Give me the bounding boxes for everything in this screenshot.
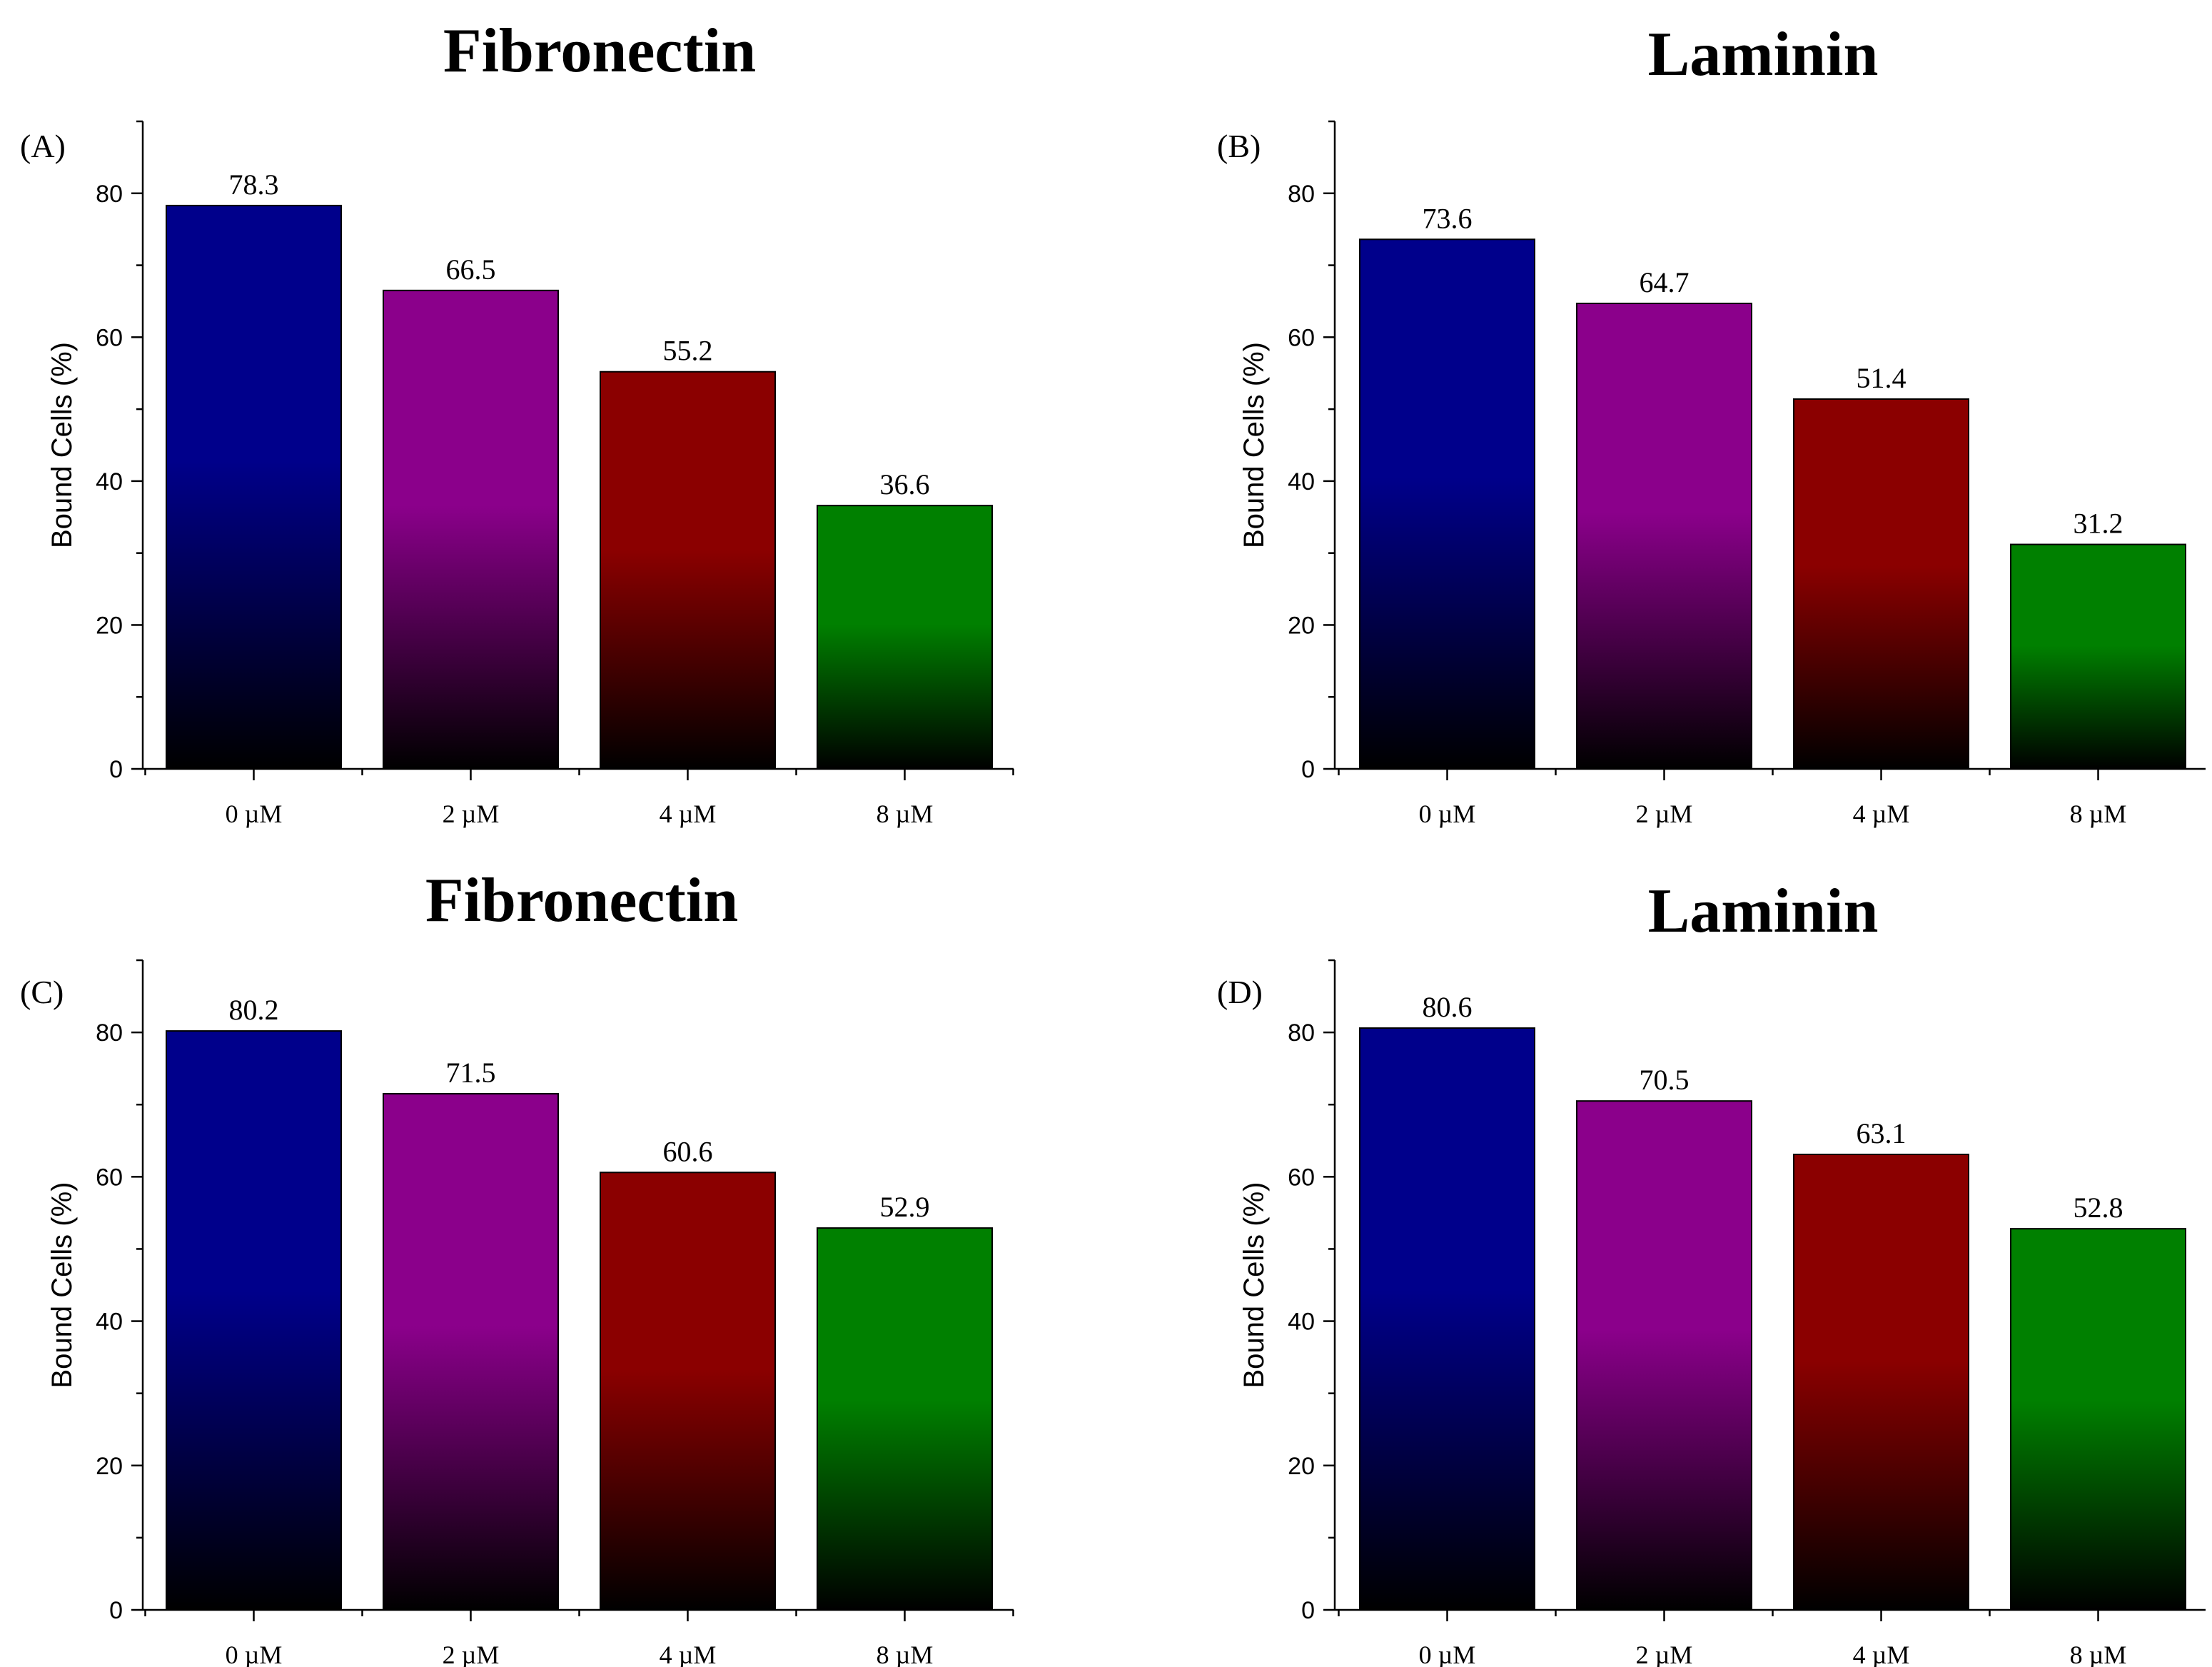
y-tick-label: 0 <box>109 1597 123 1624</box>
y-tick-label: 0 <box>109 756 123 783</box>
data-label: 55.2 <box>663 335 713 367</box>
y-tick-label: 40 <box>96 1309 123 1336</box>
y-tick-label: 60 <box>96 1164 123 1191</box>
chart-title: Laminin <box>1648 20 1879 89</box>
y-tick-label: 60 <box>1288 1164 1315 1191</box>
x-tick-label: 4 µM <box>660 800 717 828</box>
x-tick-label: 4 µM <box>660 1641 717 1667</box>
x-tick-label: 2 µM <box>443 1641 500 1667</box>
bar <box>1576 302 1752 770</box>
data-label: 80.6 <box>1423 991 1473 1023</box>
y-tick-label: 80 <box>1288 1019 1315 1047</box>
data-label: 71.5 <box>446 1057 496 1089</box>
y-tick-label: 40 <box>96 468 123 495</box>
y-axis-label: Bound Cells (%) <box>46 1182 78 1388</box>
panel-label: (B) <box>1217 128 1261 164</box>
chart-title: Fibronectin <box>443 16 756 86</box>
x-tick-label: 0 µM <box>1419 800 1476 828</box>
chart-title: Laminin <box>1648 877 1879 946</box>
x-tick-label: 8 µM <box>2070 1641 2127 1667</box>
data-label: 73.6 <box>1423 202 1473 234</box>
x-tick-label: 2 µM <box>443 800 500 828</box>
panel-label: (D) <box>1217 974 1263 1010</box>
y-axis-label: Bound Cells (%) <box>1238 1182 1270 1388</box>
bar <box>383 289 559 770</box>
data-label: 31.2 <box>2074 508 2123 540</box>
data-label: 70.5 <box>1640 1064 1690 1096</box>
panel-label: (C) <box>20 974 64 1010</box>
bar <box>1793 398 1969 770</box>
y-tick-label: 20 <box>1288 612 1315 639</box>
y-tick-label: 60 <box>1288 324 1315 351</box>
x-tick-label: 2 µM <box>1636 800 1693 828</box>
data-label: 60.6 <box>663 1135 713 1167</box>
chart-2: Laminin (B) Bound Cells (%) 73.6 0 µM 64.7 2 µ… <box>1217 20 2206 828</box>
x-tick-label: 4 µM <box>1853 800 1910 828</box>
y-tick-label: 20 <box>96 612 123 639</box>
bar <box>1359 1027 1535 1611</box>
bar <box>166 1030 342 1611</box>
x-tick-label: 8 µM <box>877 800 934 828</box>
y-tick-label: 20 <box>1288 1453 1315 1480</box>
y-tick-label: 80 <box>96 181 123 208</box>
x-tick-label: 8 µM <box>2070 800 2127 828</box>
x-tick-label: 0 µM <box>226 1641 283 1667</box>
bar <box>600 1172 776 1611</box>
bar <box>817 1227 993 1611</box>
x-tick-label: 8 µM <box>877 1641 934 1667</box>
bar <box>600 371 776 770</box>
y-axis-label: Bound Cells (%) <box>46 342 78 548</box>
data-label: 63.1 <box>1857 1117 1907 1149</box>
bar <box>2010 1228 2186 1611</box>
bar <box>383 1093 559 1611</box>
y-tick-label: 80 <box>96 1019 123 1047</box>
bar <box>1793 1153 1969 1611</box>
y-tick-label: 0 <box>1301 1597 1315 1624</box>
x-tick-label: 4 µM <box>1853 1641 1910 1667</box>
y-tick-label: 60 <box>96 324 123 351</box>
data-label: 80.2 <box>229 994 279 1026</box>
y-tick-label: 0 <box>1301 756 1315 783</box>
data-label: 64.7 <box>1640 266 1690 298</box>
y-tick-label: 40 <box>1288 1309 1315 1336</box>
data-label: 52.9 <box>880 1191 930 1223</box>
bar <box>817 505 993 770</box>
y-tick-label: 40 <box>1288 468 1315 495</box>
panel-label: (A) <box>20 128 66 164</box>
data-label: 78.3 <box>229 168 279 201</box>
chart-4: Laminin (D) Bound Cells (%) 80.6 0 µM 70.5 2 µ… <box>1217 877 2206 1667</box>
bar <box>2010 543 2186 770</box>
bar <box>166 204 342 770</box>
y-axis-label: Bound Cells (%) <box>1238 342 1270 548</box>
x-tick-label: 2 µM <box>1636 1641 1693 1667</box>
chart-title: Fibronectin <box>425 866 738 935</box>
chart-1: Fibronectin (A) Bound Cells (%) 78.3 0 µM 66.… <box>20 16 1014 828</box>
data-label: 51.4 <box>1857 362 1907 394</box>
x-tick-label: 0 µM <box>226 800 283 828</box>
data-label: 66.5 <box>446 253 496 286</box>
chart-3: Fibronectin (C) Bound Cells (%) 80.2 0 µM 71.… <box>20 866 1014 1667</box>
x-tick-label: 0 µM <box>1419 1641 1476 1667</box>
y-tick-label: 80 <box>1288 181 1315 208</box>
data-label: 36.6 <box>880 468 930 500</box>
bar <box>1576 1100 1752 1611</box>
data-label: 52.8 <box>2074 1192 2123 1224</box>
bar <box>1359 238 1535 770</box>
y-tick-label: 20 <box>96 1453 123 1480</box>
